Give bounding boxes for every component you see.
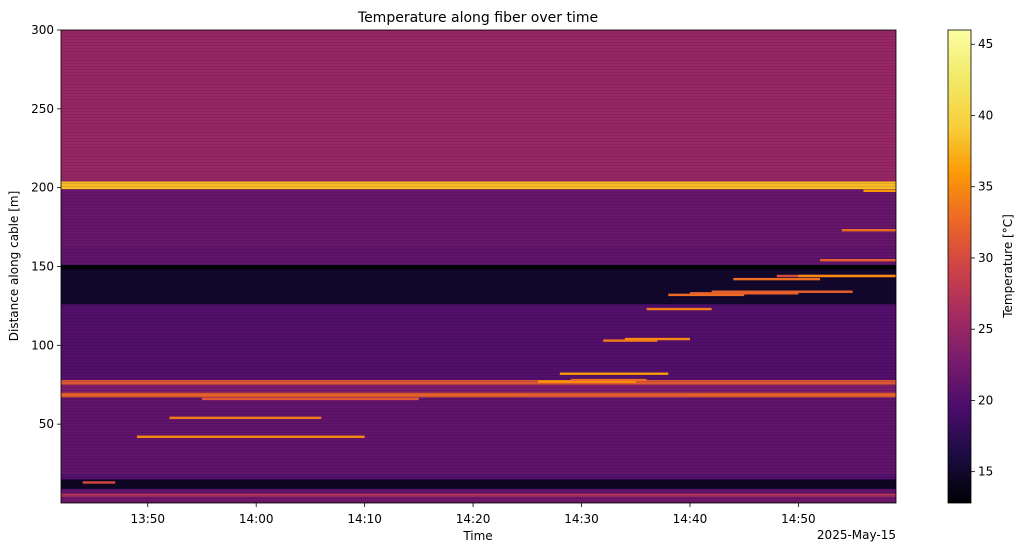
colorbar-gradient <box>947 29 972 504</box>
x-tick-label-6: 14:50 <box>781 512 816 526</box>
chart-title: Temperature along fiber over time <box>357 10 598 26</box>
hotspot-trace-11 <box>668 293 745 297</box>
hotspot-trace-19 <box>863 189 896 193</box>
x-tick-label-2: 14:10 <box>347 512 382 526</box>
colorbar-tick-label-5: 40 <box>978 108 993 122</box>
hotspot-trace-5 <box>538 380 636 383</box>
hotspot-trace-12 <box>689 292 799 295</box>
colorbar-label: Temperature [°C] <box>1001 214 1015 319</box>
hotspot-trace-16 <box>798 274 896 278</box>
y-tick-label-0: 50 <box>39 417 54 431</box>
hotspot-trace-8 <box>603 339 658 342</box>
y-tick-label-2: 150 <box>31 260 54 274</box>
x-tick-label-1: 14:00 <box>239 512 274 526</box>
hotspot-trace-18 <box>841 229 896 232</box>
y-tick-label-4: 250 <box>31 102 54 116</box>
hotspot-trace-13 <box>711 290 853 293</box>
colorbar-tick-label-4: 35 <box>978 180 993 194</box>
x-tick-label-3: 14:20 <box>456 512 491 526</box>
hotspot-trace-7 <box>570 378 647 382</box>
x-axis-label: Time <box>462 529 492 543</box>
hotspot-trace-4 <box>527 394 690 397</box>
colorbar-tick-label-0: 15 <box>978 465 993 479</box>
colorbar-tick-label-1: 20 <box>978 393 993 407</box>
y-tick-label-1: 100 <box>31 338 54 352</box>
hotspot-trace-10 <box>646 307 712 311</box>
y-axis-label: Distance along cable [m] <box>7 191 21 342</box>
hotspot-trace-3 <box>201 397 419 401</box>
hotspot-trace-9 <box>624 337 690 341</box>
hotspot-trace-14 <box>733 277 821 281</box>
y-axis: 50 100 150 200 250 300 <box>31 23 61 431</box>
colorbar-tick-label-6: 45 <box>978 37 993 51</box>
x-tick-label-5: 14:40 <box>673 512 708 526</box>
x-axis: 13:50 14:00 14:10 14:20 14:30 14:40 14:50 <box>130 503 816 526</box>
y-tick-label-5: 300 <box>31 23 54 37</box>
x-tick-label-4: 14:30 <box>564 512 599 526</box>
hotspot-trace-17 <box>820 258 896 262</box>
colorbar: 15 20 25 30 35 40 45 Temperature [°C] <box>947 29 1015 504</box>
y-tick-label-3: 200 <box>31 181 54 195</box>
x-axis-offset-label: 2025-May-15 <box>817 528 896 542</box>
colorbar-tick-label-3: 30 <box>978 251 993 265</box>
hotspot-trace-1 <box>136 435 365 438</box>
heatmap-plot-area <box>61 30 896 503</box>
hotspot-trace-6 <box>559 372 669 375</box>
x-tick-label-0: 13:50 <box>130 512 165 526</box>
colorbar-tick-label-2: 25 <box>978 322 993 336</box>
hotspot-trace-2 <box>169 416 322 420</box>
hotspot-trace-0 <box>82 481 116 484</box>
